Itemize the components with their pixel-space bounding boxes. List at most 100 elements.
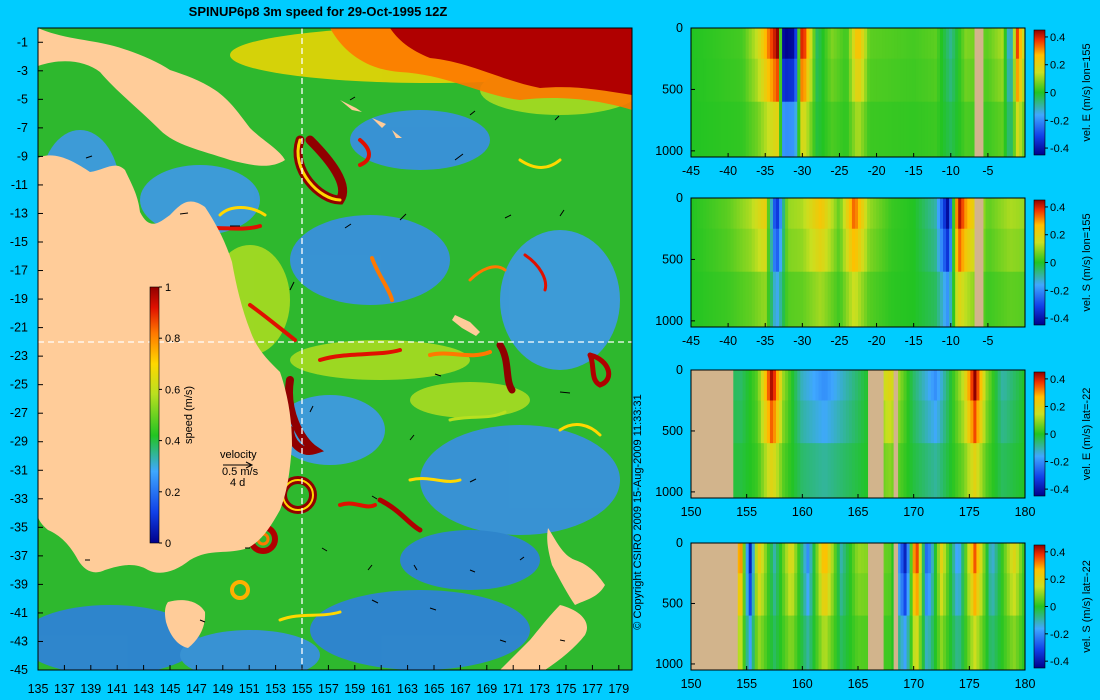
section-cell [1012, 58, 1017, 103]
section-cell [830, 198, 835, 230]
section-cell [797, 573, 801, 617]
section-cell [1021, 543, 1026, 574]
section-cell [906, 271, 911, 328]
section-cell [891, 543, 895, 574]
section-cell [943, 573, 947, 617]
section-cell [879, 228, 883, 273]
section-cell [785, 615, 789, 671]
section-cell [830, 615, 835, 671]
section-cell [809, 400, 813, 444]
section-cell [970, 228, 974, 273]
section-cell [903, 228, 908, 273]
section-cell [973, 573, 977, 617]
section-cell [836, 573, 841, 617]
section-cell [930, 370, 935, 401]
section-cell [706, 271, 710, 328]
section-cell [848, 370, 853, 401]
section-cell [745, 58, 750, 103]
section-cell [882, 228, 886, 273]
section-cell [952, 28, 956, 60]
section-cell [994, 271, 999, 328]
section-cell [933, 198, 938, 230]
section-cell [815, 400, 820, 444]
section-cell [821, 198, 826, 230]
section-cell [885, 271, 889, 328]
section-cell [888, 615, 892, 671]
section-cell [745, 198, 750, 230]
section-cell [927, 400, 932, 444]
section-cell [733, 101, 738, 158]
section-cell [967, 615, 971, 671]
section-cell [839, 573, 844, 617]
section-colorbar-tick-label: 0.4 [1050, 202, 1065, 214]
section-cell [794, 58, 798, 103]
section-cell [751, 443, 756, 499]
section-cell [794, 271, 798, 328]
section-cell [988, 400, 993, 444]
section-cell [769, 400, 774, 444]
map-x-tick-label: 179 [608, 682, 629, 696]
section-cell [985, 400, 990, 444]
section-cell [700, 271, 704, 328]
section-cell [697, 101, 701, 158]
section-cell [727, 28, 731, 60]
section-cell [851, 543, 856, 574]
section-cell [930, 101, 935, 158]
section-cell [888, 101, 892, 158]
section-cell [924, 28, 929, 60]
section-cell [1012, 400, 1017, 444]
section-cell [779, 228, 783, 273]
section-cell [845, 573, 850, 617]
speed-colorbar-tick-label: 0.8 [165, 333, 180, 345]
section-cell [851, 400, 856, 444]
section-cell [858, 271, 862, 328]
section-cell [815, 28, 820, 60]
section-cell [791, 101, 795, 158]
section-cell [936, 58, 941, 103]
section-cell [821, 573, 826, 617]
section-cell [742, 543, 747, 574]
section-cell [921, 58, 926, 103]
section-cell [821, 101, 826, 158]
section-cell [788, 271, 792, 328]
section-cell [742, 28, 747, 60]
section-cell [1000, 101, 1005, 158]
section-cell [769, 370, 774, 401]
section-cell [754, 58, 759, 103]
section-cell [739, 198, 744, 230]
section-cell [861, 573, 865, 617]
section-cell [873, 101, 877, 158]
section-colorbar-tick-label: -0.4 [1050, 484, 1069, 496]
section-cell [906, 198, 911, 230]
section-cell [891, 400, 895, 444]
map-x-tick-label: 151 [239, 682, 260, 696]
section-cell [706, 28, 710, 60]
section-cell [949, 543, 953, 574]
section-cell [748, 615, 753, 671]
section-cell [815, 443, 820, 499]
section-cell [888, 573, 892, 617]
section-colorbar-tick-label: 0 [1050, 258, 1056, 270]
section-cell [982, 58, 987, 103]
section-cell [991, 58, 996, 103]
section-cell [718, 271, 722, 328]
section-cell [918, 271, 923, 328]
section-cell [827, 101, 832, 158]
section-cell [697, 198, 701, 230]
section-cell [933, 543, 938, 574]
section-cell [876, 198, 880, 230]
speed-colorbar-tick-label: 1 [165, 282, 171, 294]
section-cell [845, 58, 850, 103]
section-cell [921, 543, 926, 574]
section-cell [806, 615, 810, 671]
section-cell [885, 228, 889, 273]
section-cell [845, 271, 850, 328]
map-y-tick-label: -35 [10, 520, 28, 534]
section-cell [785, 400, 789, 444]
section-cell [936, 228, 941, 273]
section-cell [782, 271, 786, 328]
section-cell [691, 271, 695, 328]
section-cell [1000, 573, 1005, 617]
section-cell [760, 443, 765, 499]
